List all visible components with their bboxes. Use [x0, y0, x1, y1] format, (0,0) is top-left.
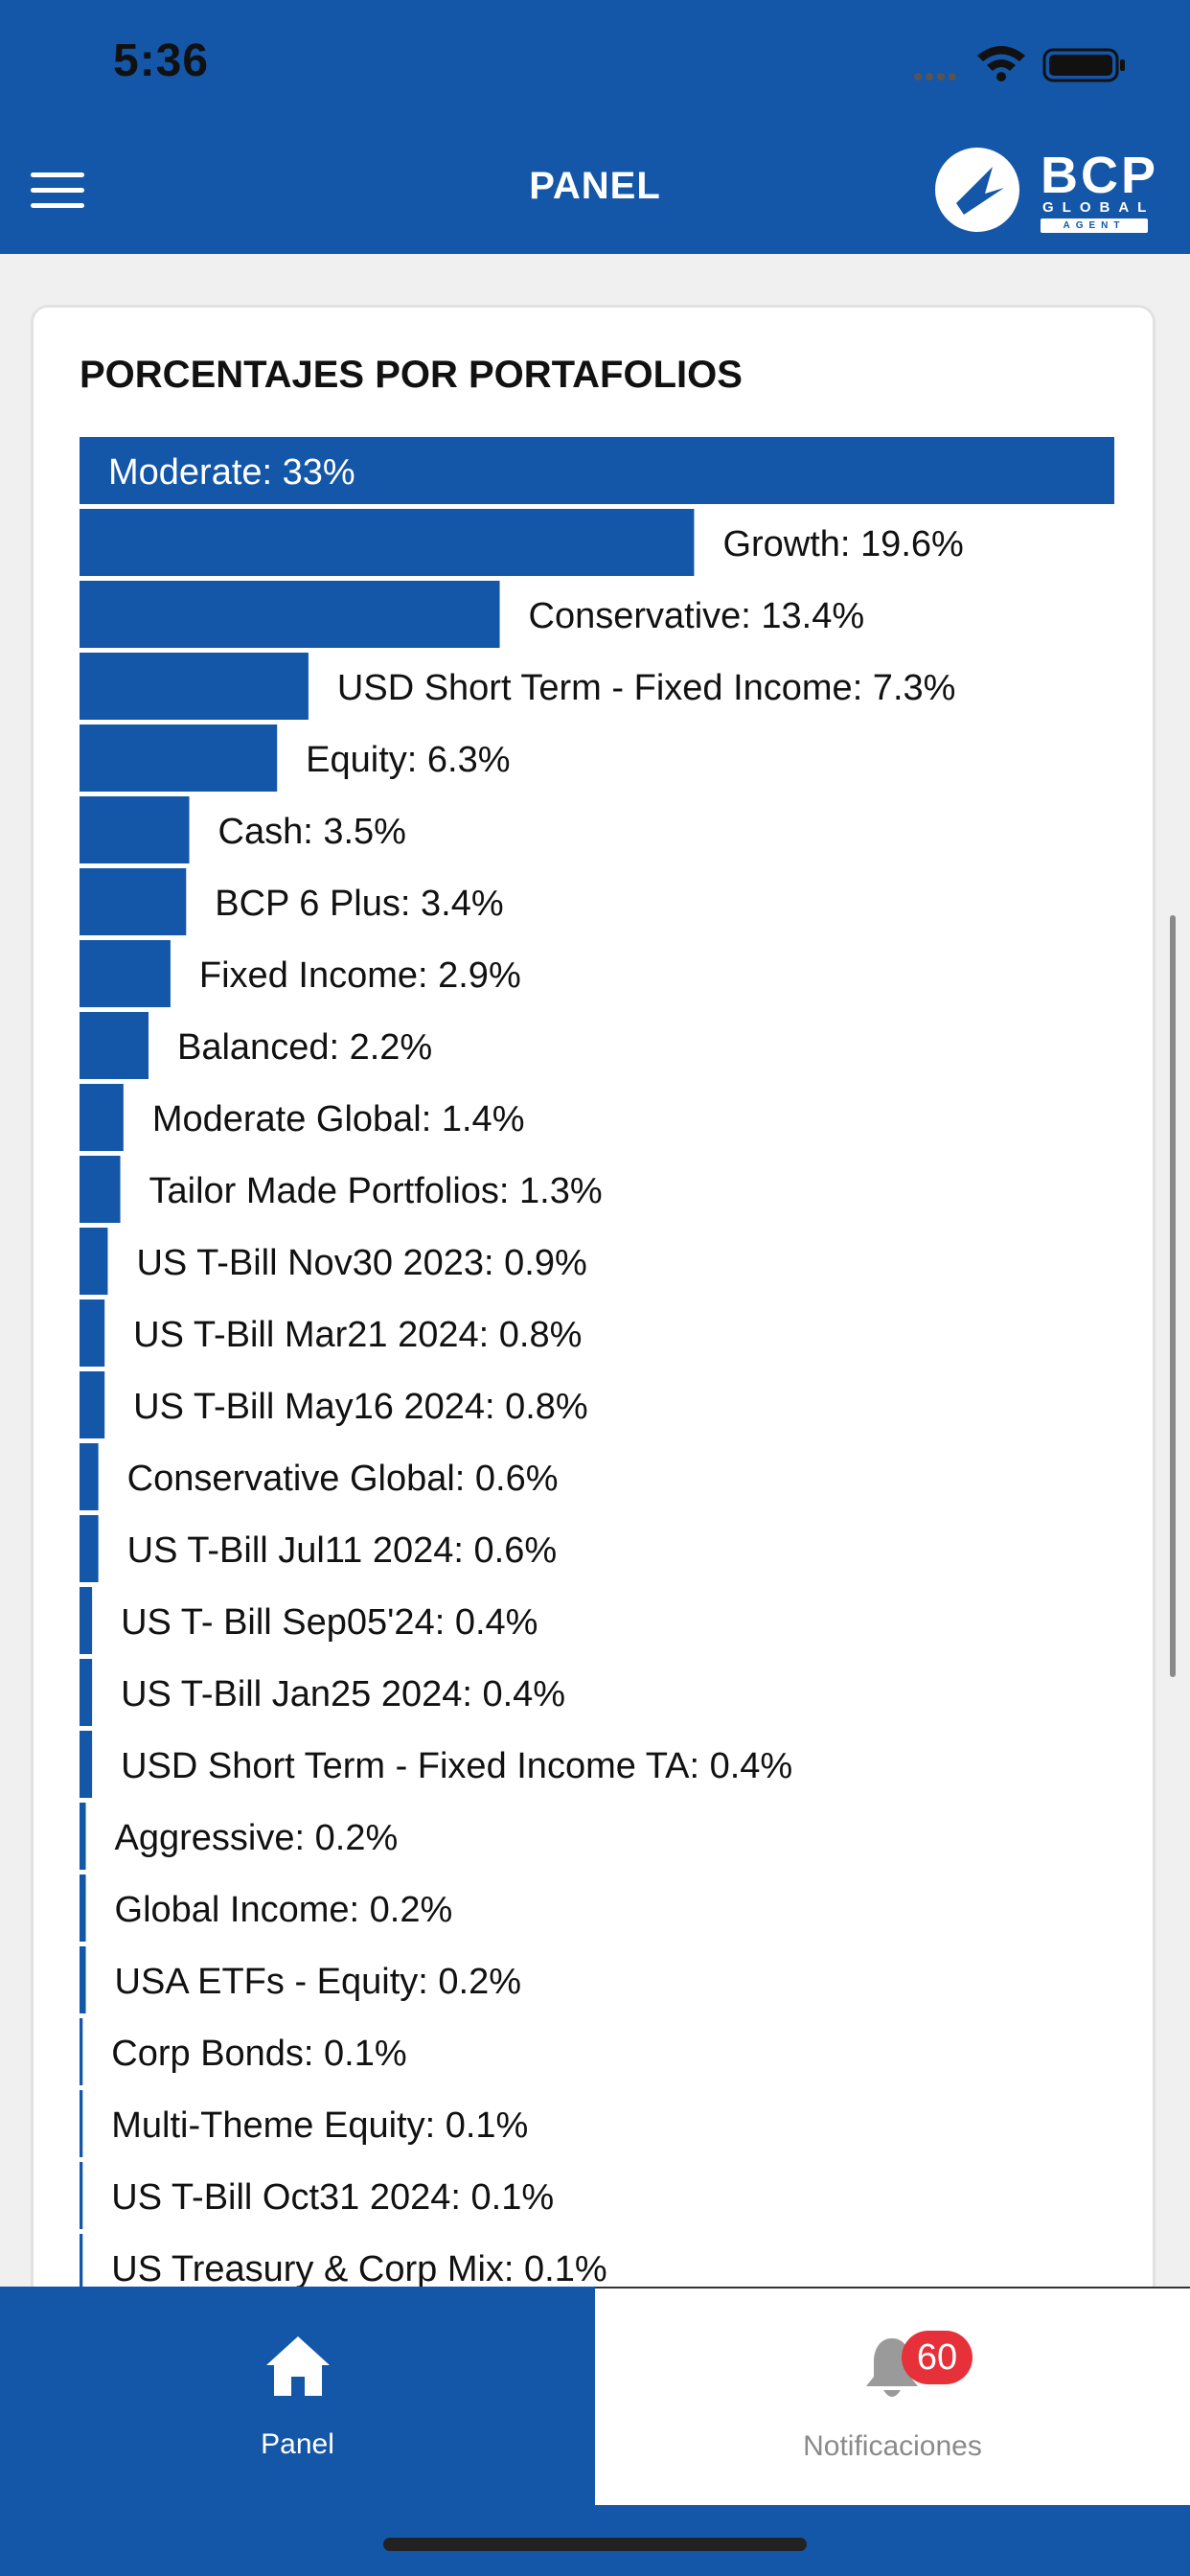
page-title: PANEL: [529, 165, 661, 207]
bar-label-21: USA ETFs - Equity: 0.2%: [115, 1962, 521, 2002]
status-icons: [914, 46, 1125, 82]
bar-label-13: US T-Bill May16 2024: 0.8%: [133, 1387, 588, 1427]
bar-25: [80, 2234, 83, 2301]
battery-icon: [1042, 48, 1125, 82]
bar-label-5: Cash: 3.5%: [218, 812, 406, 852]
bar-11: [80, 1228, 108, 1295]
bar-10: [80, 1156, 121, 1223]
bar-20: [80, 1874, 86, 1942]
home-indicator: [383, 2538, 807, 2551]
bar-label-0: Moderate: 33%: [108, 452, 355, 493]
bar-label-18: USD Short Term - Fixed Income TA: 0.4%: [121, 1746, 792, 1786]
app-header: PANEL BCP GLOBAL AGENT: [0, 125, 1190, 254]
bar-17: [80, 1659, 93, 1726]
bar-label-7: Fixed Income: 2.9%: [199, 955, 521, 996]
bar-2: [80, 581, 500, 648]
bar-18: [80, 1731, 93, 1798]
bar-14: [80, 1443, 99, 1510]
portfolio-percentages-card: PORCENTAJES POR PORTAFOLIOS Moderate: 33…: [31, 305, 1156, 2317]
bar-13: [80, 1371, 105, 1438]
tab-notificaciones[interactable]: 60 Notificaciones: [595, 2287, 1190, 2505]
logo-tag: AGENT: [1041, 218, 1148, 233]
bar-6: [80, 868, 187, 935]
bar-label-19: Aggressive: 0.2%: [115, 1818, 399, 1858]
bar-label-24: US T-Bill Oct31 2024: 0.1%: [111, 2177, 554, 2218]
tab-panel[interactable]: Panel: [0, 2287, 595, 2505]
status-time: 5:36: [113, 35, 210, 86]
bar-label-14: Conservative Global: 0.6%: [127, 1459, 559, 1499]
bar-8: [80, 1012, 149, 1079]
bar-label-12: US T-Bill Mar21 2024: 0.8%: [133, 1315, 582, 1355]
logo-subtext: GLOBAL: [1042, 199, 1156, 216]
tab-panel-label: Panel: [261, 2428, 334, 2460]
bar-12: [80, 1300, 105, 1367]
bar-label-20: Global Income: 0.2%: [115, 1890, 453, 1930]
bar-label-9: Moderate Global: 1.4%: [152, 1099, 525, 1139]
bar-22: [80, 2018, 83, 2085]
hamburger-menu-icon[interactable]: [31, 172, 84, 211]
bar-21: [80, 1946, 86, 2013]
bar-3: [80, 653, 309, 720]
home-icon: [266, 2336, 330, 2396]
bar-label-11: US T-Bill Nov30 2023: 0.9%: [136, 1243, 586, 1283]
bar-label-25: US Treasury & Corp Mix: 0.1%: [111, 2249, 606, 2289]
bar-15: [80, 1515, 99, 1582]
scrollbar[interactable]: [1170, 915, 1176, 1677]
bar-19: [80, 1803, 86, 1870]
bar-label-16: US T- Bill Sep05'24: 0.4%: [121, 1602, 538, 1643]
logo-emblem-icon: [935, 148, 1019, 232]
bar-label-15: US T-Bill Jul11 2024: 0.6%: [127, 1530, 558, 1571]
bar-5: [80, 796, 190, 863]
status-bar: 5:36: [0, 0, 1190, 125]
bar-label-6: BCP 6 Plus: 3.4%: [215, 884, 503, 924]
cellular-signal-icon: [914, 73, 956, 80]
bar-label-23: Multi-Theme Equity: 0.1%: [111, 2105, 528, 2146]
bar-4: [80, 724, 278, 792]
wifi-icon: [977, 46, 1025, 81]
notification-badge: 60: [902, 2331, 973, 2384]
bcp-logo: BCP GLOBAL AGENT: [935, 146, 1156, 234]
logo-text: BCP: [1041, 147, 1159, 204]
bar-label-8: Balanced: 2.2%: [177, 1027, 432, 1068]
card-title: PORCENTAJES POR PORTAFOLIOS: [80, 354, 743, 396]
bar-23: [80, 2090, 83, 2157]
tab-notificaciones-label: Notificaciones: [803, 2430, 982, 2462]
bar-label-10: Tailor Made Portfolios: 1.3%: [149, 1171, 603, 1211]
bar-0: [80, 437, 1114, 504]
bar-24: [80, 2162, 83, 2229]
bar-label-1: Growth: 19.6%: [722, 524, 963, 564]
portfolio-bar-chart: Moderate: 33% Growth: 19.6% Conservative: …: [80, 437, 1114, 2301]
bar-label-4: Equity: 6.3%: [306, 740, 510, 780]
bar-9: [80, 1084, 124, 1151]
bar-7: [80, 940, 171, 1007]
bar-label-17: US T-Bill Jan25 2024: 0.4%: [121, 1674, 565, 1714]
bar-16: [80, 1587, 93, 1654]
bar-label-22: Corp Bonds: 0.1%: [111, 2034, 406, 2074]
bar-1: [80, 509, 695, 576]
bar-label-3: USD Short Term - Fixed Income: 7.3%: [337, 668, 956, 708]
bar-label-2: Conservative: 13.4%: [529, 596, 865, 636]
tab-bar: Panel 60 Notificaciones: [0, 2287, 1190, 2576]
